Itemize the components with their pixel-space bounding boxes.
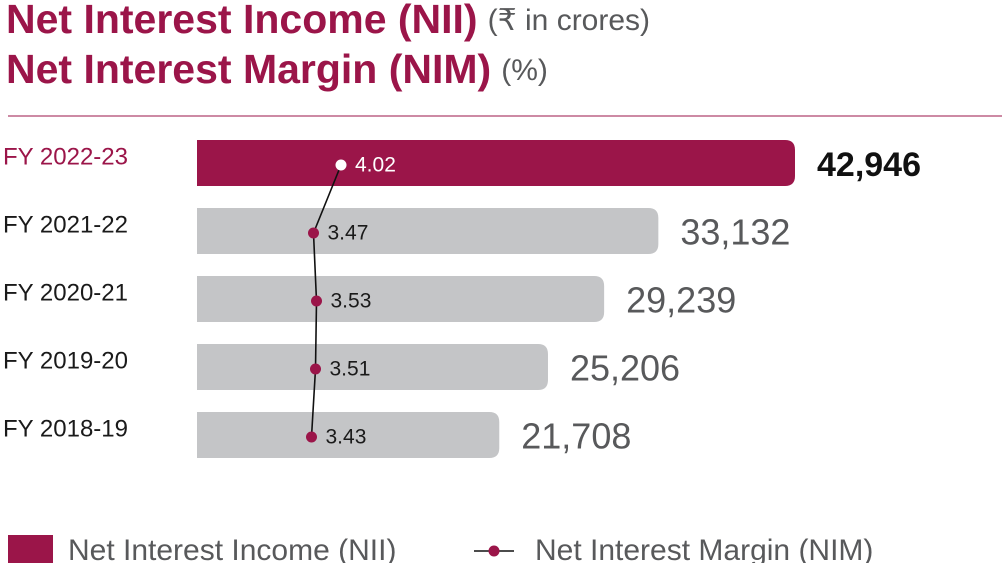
chart-title: Net Interest Income (NII) <box>6 0 478 42</box>
nim-point <box>310 363 321 375</box>
nim-label: 4.02 <box>355 154 396 177</box>
subtitle-unit: (%) <box>501 54 548 87</box>
value-label: 29,239 <box>626 280 736 321</box>
category-label: FY 2022-23 <box>3 143 128 170</box>
nim-point <box>335 159 347 171</box>
category-label: FY 2021-22 <box>3 211 128 238</box>
bar <box>197 140 795 186</box>
legend-dot <box>488 545 500 557</box>
nim-point <box>311 295 322 307</box>
value-label: 42,946 <box>817 146 921 184</box>
bar <box>197 344 548 390</box>
chart-subtitle-line: Net Interest Margin (NIM) (%) <box>6 46 548 92</box>
nim-label: 3.51 <box>330 358 371 381</box>
value-label: 33,132 <box>680 212 790 253</box>
bar <box>197 276 605 322</box>
category-label: FY 2020-21 <box>3 279 128 306</box>
nim-point <box>306 431 317 443</box>
nim-label: 3.47 <box>328 222 369 245</box>
value-label: 21,708 <box>521 416 631 457</box>
legend-label: Net Interest Margin (NIM) <box>535 534 873 563</box>
value-label: 25,206 <box>570 348 680 389</box>
nim-label: 3.43 <box>326 426 367 449</box>
legend-swatch <box>8 535 53 563</box>
category-label: FY 2019-20 <box>3 347 128 374</box>
chart-subtitle: Net Interest Margin (NIM) <box>6 46 491 92</box>
chart-title-line: Net Interest Income (NII) (₹ in crores) <box>6 0 650 42</box>
category-label: FY 2018-19 <box>3 415 128 442</box>
title-unit: (₹ in crores) <box>488 4 650 37</box>
nim-point <box>308 227 319 239</box>
bar <box>197 412 500 458</box>
legend-label: Net Interest Income (NII) <box>68 534 396 563</box>
bar <box>197 208 659 254</box>
nim-label: 3.53 <box>331 290 372 313</box>
